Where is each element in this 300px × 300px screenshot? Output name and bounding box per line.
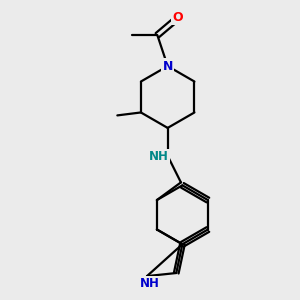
Text: O: O [173, 11, 183, 24]
Text: NH: NH [140, 277, 160, 290]
Text: NH: NH [149, 150, 169, 163]
Text: N: N [163, 60, 173, 73]
